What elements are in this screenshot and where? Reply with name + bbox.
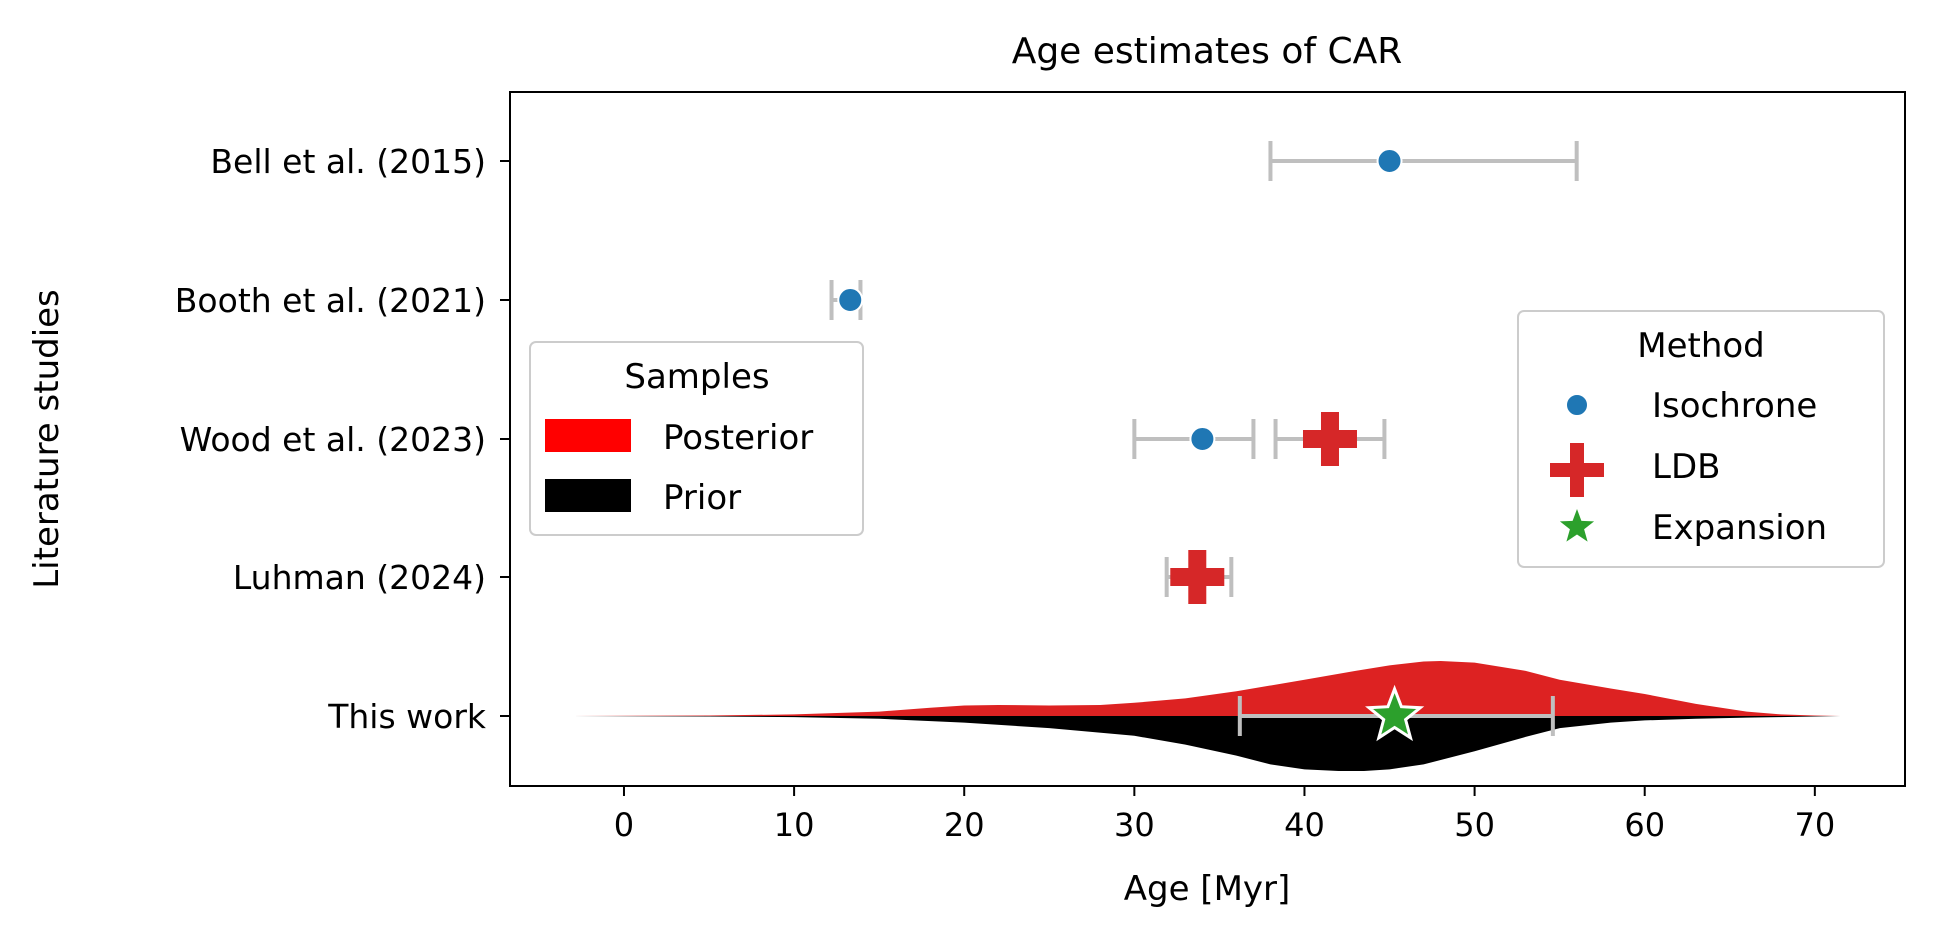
x-tick-label: 20: [944, 806, 985, 844]
prior-swatch: [545, 479, 631, 512]
y-tick-label: Luhman (2024): [233, 558, 486, 597]
isochrone-point: [1189, 426, 1216, 452]
plot-frame: [509, 91, 1906, 787]
x-tick-label: 40: [1284, 806, 1325, 844]
ldb-legend-marker: [1550, 443, 1604, 497]
x-axis-label: Age [Myr]: [1124, 869, 1291, 909]
expansion-legend-label: Expansion: [1652, 508, 1827, 548]
ldb-legend-label: LDB: [1652, 447, 1720, 487]
posterior-legend-label: Posterior: [663, 418, 813, 458]
y-tick-label: This work: [327, 697, 487, 736]
x-tick-label: 0: [614, 806, 634, 844]
x-tick-label: 60: [1624, 806, 1665, 844]
y-tick-label: Wood et al. (2023): [180, 420, 486, 459]
ldb-point: [1170, 550, 1225, 604]
prior-legend-label: Prior: [663, 478, 741, 518]
method-legend-title: Method: [1637, 326, 1765, 366]
x-axis: 0 10 20 30 40 50 60 70: [614, 786, 1835, 844]
isochrone-point: [837, 287, 864, 313]
samples-legend: Samples Posterior Prior: [529, 341, 864, 536]
x-tick-label: 30: [1114, 806, 1155, 844]
posterior-swatch: [545, 419, 631, 452]
y-axis: Bell et al. (2015) Booth et al. (2021) Woo…: [175, 142, 510, 736]
y-tick-label: Bell et al. (2015): [210, 142, 486, 181]
violin-layer: [572, 661, 1841, 771]
isochrone-legend-label: Isochrone: [1652, 386, 1817, 426]
ldb-point: [1302, 412, 1357, 466]
expansion-point: [1365, 684, 1425, 742]
prior-violin: [572, 716, 1841, 771]
isochrone-legend-marker: [1565, 393, 1589, 417]
expansion-legend-marker: [1559, 509, 1595, 542]
samples-legend-title: Samples: [624, 357, 769, 397]
method-legend-box: [1517, 310, 1885, 568]
chart-title: Age estimates of CAR: [1012, 31, 1403, 72]
y-tick-label: Booth et al. (2021): [175, 281, 486, 320]
error-bars: [829, 141, 1579, 736]
x-tick-label: 10: [774, 806, 815, 844]
isochrone-point: [1376, 148, 1403, 174]
isochrone-error-bar: [1268, 141, 1579, 181]
x-tick-label: 50: [1454, 806, 1495, 844]
x-tick-label: 70: [1794, 806, 1835, 844]
data-markers: [837, 148, 1425, 742]
y-axis-label: Literature studies: [27, 289, 67, 589]
posterior-violin: [572, 661, 1841, 716]
method-legend: Method Isochrone Expansion LDB: [1517, 310, 1885, 568]
